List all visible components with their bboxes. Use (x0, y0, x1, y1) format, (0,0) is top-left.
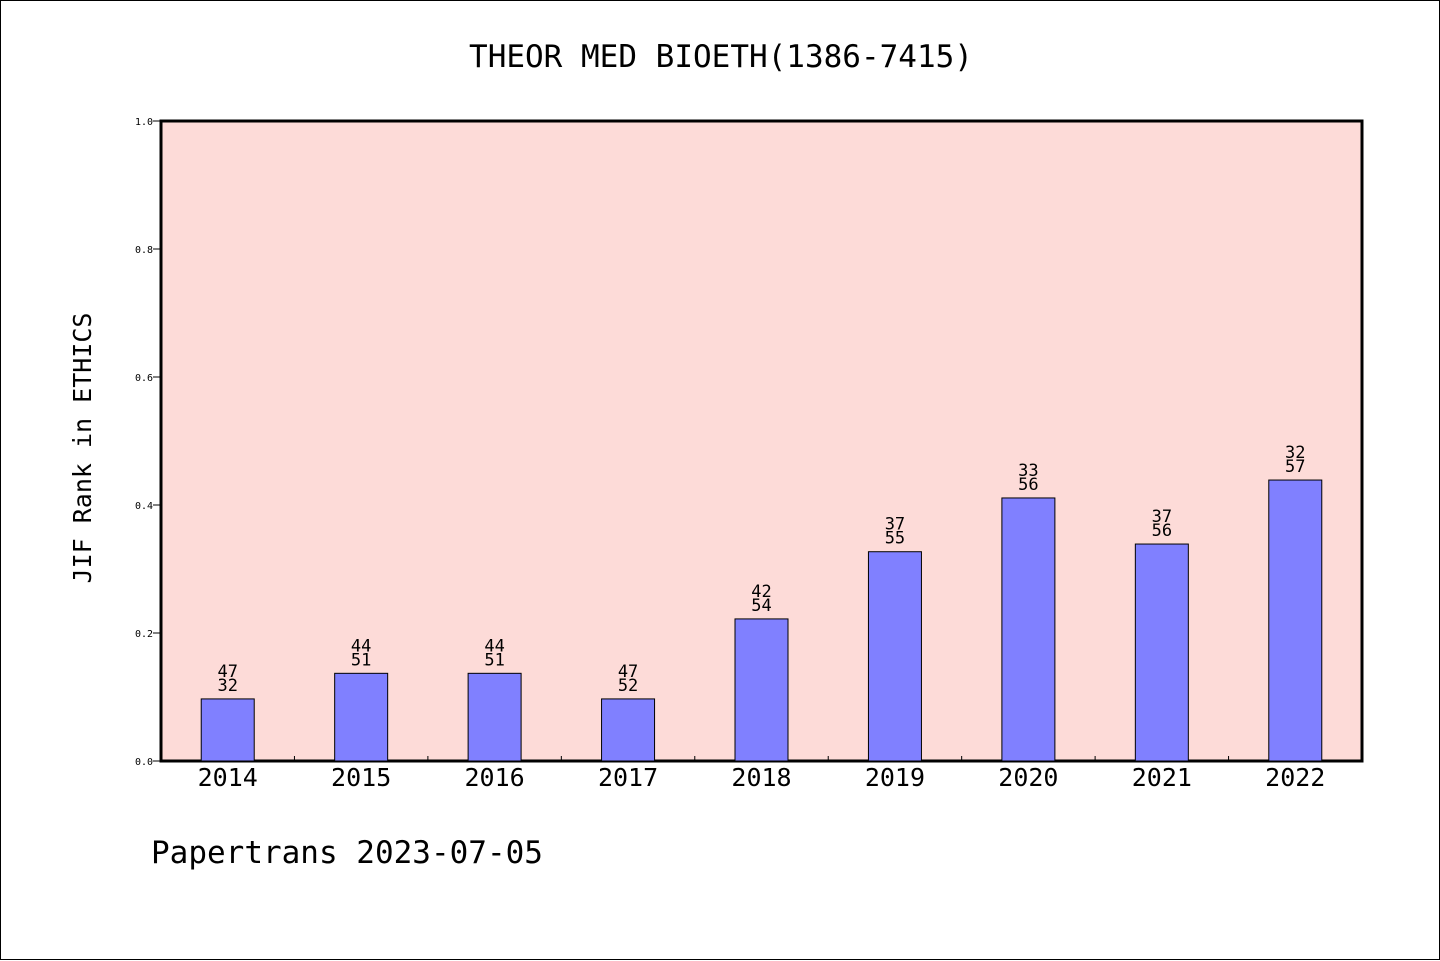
bar-label-2022-bottom: 57 (1285, 457, 1305, 477)
bar-label-2021-bottom: 56 (1152, 521, 1172, 541)
bar-label-2016-bottom: 51 (484, 650, 504, 670)
bar-2022 (1268, 479, 1323, 762)
x-tick-label: 2016 (465, 763, 525, 792)
y-tick-label: 0.0 (135, 757, 153, 768)
y-axis-label: JIF Rank in ETHICS (68, 313, 97, 584)
bar-2014 (200, 698, 255, 762)
x-tick-label: 2022 (1265, 763, 1325, 792)
bar-label-2016-top: 44 (484, 636, 504, 656)
x-tick-label: 2018 (731, 763, 791, 792)
bar-label-2014-bottom: 32 (217, 676, 237, 696)
y-tick-label: 0.6 (135, 373, 153, 384)
y-tick-label: 0.8 (135, 245, 153, 256)
bar-label-2020-top: 33 (1018, 461, 1038, 481)
bar-2020 (1001, 497, 1056, 762)
bar-label-2020-bottom: 56 (1018, 475, 1038, 495)
footer-note: Papertrans 2023-07-05 (151, 835, 543, 871)
x-tick-label: 2021 (1132, 763, 1192, 792)
bar-label-2018-bottom: 54 (751, 596, 771, 616)
y-tick-label: 0.2 (135, 629, 153, 640)
bar-label-2017-bottom: 52 (618, 676, 638, 696)
bar-label-2019-bottom: 55 (885, 529, 905, 549)
bar-label-2014-top: 47 (217, 662, 237, 682)
x-tick-label: 2014 (198, 763, 258, 792)
x-tick-label: 2020 (998, 763, 1058, 792)
bar-2016 (467, 672, 522, 762)
bar-label-2018-top: 42 (751, 582, 771, 602)
bar-label-2022-top: 32 (1285, 443, 1305, 463)
bar-label-2019-top: 37 (885, 515, 905, 535)
bar-label-2015-bottom: 51 (351, 650, 371, 670)
y-axis-ticks: 0.0 0.2 0.4 0.6 0.8 1.0 (135, 117, 161, 768)
bar-2018 (734, 618, 789, 762)
bar-2021 (1134, 543, 1189, 762)
bar-2015 (334, 672, 389, 762)
y-tick-label: 1.0 (135, 117, 153, 128)
bar-label-2021-top: 37 (1152, 507, 1172, 527)
bar-2019 (867, 551, 922, 762)
bar-label-2015-top: 44 (351, 636, 371, 656)
bars (200, 479, 1323, 762)
bar-label-2017-top: 47 (618, 662, 638, 682)
x-tick-label: 2019 (865, 763, 925, 792)
x-tick-label: 2017 (598, 763, 658, 792)
chart-title: THEOR MED BIOETH(1386-7415) (469, 39, 973, 75)
x-axis-ticks (293, 756, 1230, 761)
x-axis-tick-labels: 2014 2015 2016 2017 2018 2019 2020 2021 2022 (198, 763, 1326, 792)
bar-2017 (601, 698, 656, 762)
y-tick-label: 0.4 (135, 501, 153, 512)
x-tick-label: 2015 (331, 763, 391, 792)
